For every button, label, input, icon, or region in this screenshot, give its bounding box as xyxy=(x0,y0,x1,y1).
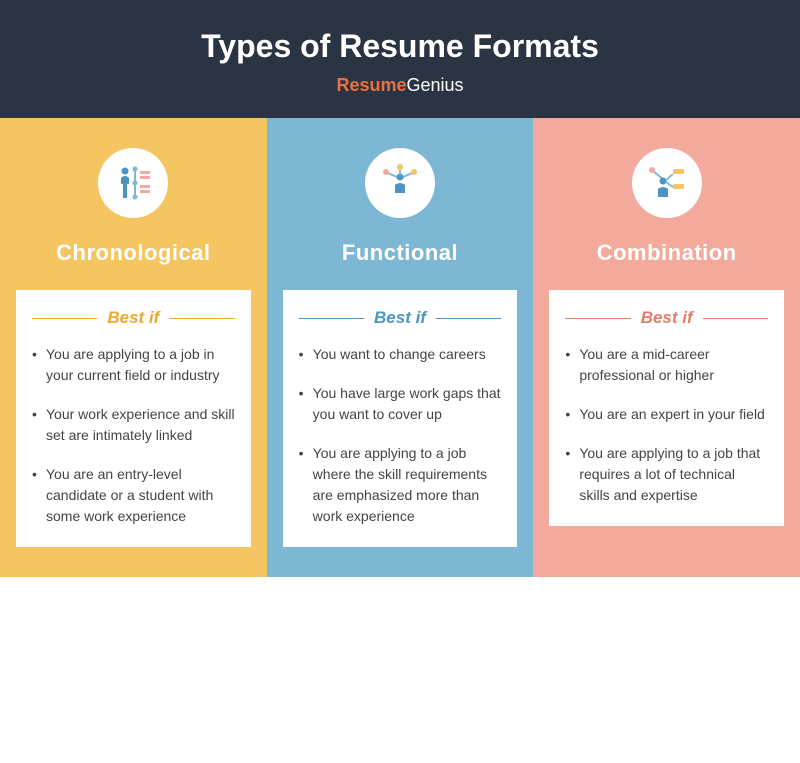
brand-part-b: Genius xyxy=(406,75,463,95)
divider-line xyxy=(32,318,97,319)
divider-line xyxy=(436,318,501,319)
chronological-icon xyxy=(98,148,168,218)
list-item: You are applying to a job that requires … xyxy=(565,443,768,506)
list-item: You are an expert in your field xyxy=(565,404,768,425)
bestif-label: Best if xyxy=(374,308,426,328)
column-chronological: Chronological Best if You are applying t… xyxy=(0,118,267,577)
page-title: Types of Resume Formats xyxy=(0,28,800,65)
list-item: You have large work gaps that you want t… xyxy=(299,383,502,425)
divider-line xyxy=(299,318,364,319)
card-chronological: Best if You are applying to a job in you… xyxy=(16,290,251,547)
list-item: You are a mid-career professional or hig… xyxy=(565,344,768,386)
column-title-chronological: Chronological xyxy=(16,240,251,266)
column-combination: Combination Best if You are a mid-career… xyxy=(533,118,800,577)
column-title-functional: Functional xyxy=(283,240,518,266)
column-functional: Functional Best if You want to change ca… xyxy=(267,118,534,577)
combination-icon xyxy=(632,148,702,218)
divider-line xyxy=(703,318,768,319)
bestif-label: Best if xyxy=(641,308,693,328)
bestif-row: Best if xyxy=(32,308,235,328)
list-item: You are an entry-level candidate or a st… xyxy=(32,464,235,527)
columns-container: Chronological Best if You are applying t… xyxy=(0,118,800,577)
bestif-row: Best if xyxy=(565,308,768,328)
card-combination: Best if You are a mid-career professiona… xyxy=(549,290,784,526)
list-item: You are applying to a job in your curren… xyxy=(32,344,235,386)
column-title-combination: Combination xyxy=(549,240,784,266)
list-item: You are applying to a job where the skil… xyxy=(299,443,502,527)
header: Types of Resume Formats ResumeGenius xyxy=(0,0,800,118)
brand-name: ResumeGenius xyxy=(0,75,800,96)
list-item: Your work experience and skill set are i… xyxy=(32,404,235,446)
divider-line xyxy=(565,318,630,319)
divider-line xyxy=(169,318,234,319)
card-functional: Best if You want to change careers You h… xyxy=(283,290,518,547)
brand-part-a: Resume xyxy=(336,75,406,95)
functional-icon xyxy=(365,148,435,218)
bullet-list: You are a mid-career professional or hig… xyxy=(565,344,768,506)
list-item: You want to change careers xyxy=(299,344,502,365)
bullet-list: You want to change careers You have larg… xyxy=(299,344,502,527)
bullet-list: You are applying to a job in your curren… xyxy=(32,344,235,527)
bestif-row: Best if xyxy=(299,308,502,328)
bestif-label: Best if xyxy=(107,308,159,328)
